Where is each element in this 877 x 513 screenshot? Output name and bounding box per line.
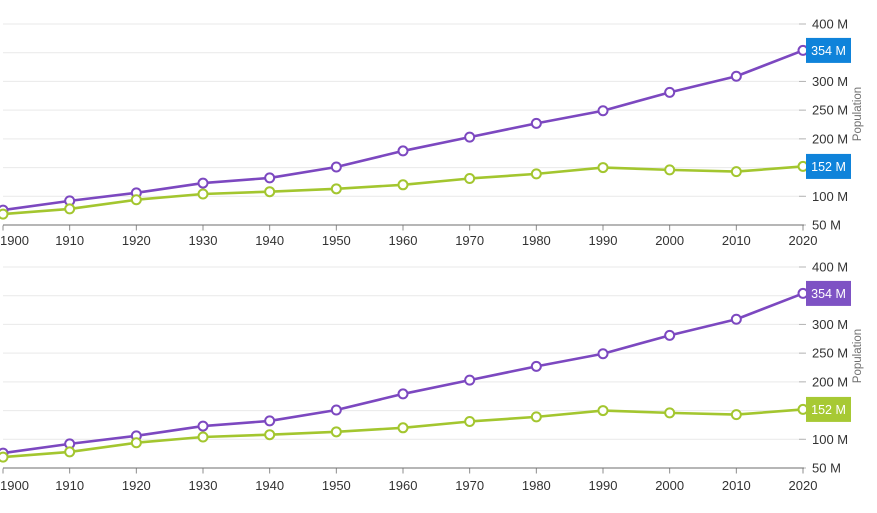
data-point-marker-green[interactable]: [530, 168, 542, 180]
data-point-marker-green[interactable]: [597, 405, 609, 417]
y-tick-label: 50 M: [812, 461, 841, 476]
y-tick-label: 400 M: [812, 260, 848, 275]
data-point-marker-green[interactable]: [397, 179, 409, 191]
x-tick-label: 1900: [0, 478, 29, 493]
data-point-marker-purple[interactable]: [664, 329, 676, 341]
data-point-marker-purple[interactable]: [264, 172, 276, 184]
data-point-marker-green[interactable]: [530, 411, 542, 423]
x-tick-label: 1980: [522, 233, 551, 248]
x-tick-label: 1960: [389, 478, 418, 493]
x-tick-label: 1950: [322, 233, 351, 248]
data-point-marker-purple[interactable]: [464, 374, 476, 386]
x-tick-label: 2010: [722, 233, 751, 248]
last-value-callout-green: [806, 396, 851, 422]
x-tick-label: 2020: [789, 478, 818, 493]
x-tick-label: 1940: [255, 233, 284, 248]
data-point-marker-green[interactable]: [464, 172, 476, 184]
y-tick-label: 200 M: [812, 374, 848, 389]
data-point-marker-purple[interactable]: [597, 348, 609, 360]
data-point-marker-purple[interactable]: [197, 177, 209, 189]
last-value-callout-purple: [806, 37, 851, 63]
population-chart-top[interactable]: 1900 1910 1920 1930 1940 1950 1960 1970 1980 1990…: [0, 0, 877, 255]
last-value-callout-green: [806, 153, 851, 179]
x-tick-label: 2000: [655, 233, 684, 248]
data-point-marker-purple[interactable]: [264, 415, 276, 427]
data-point-marker-green[interactable]: [130, 437, 142, 449]
data-point-marker-green[interactable]: [64, 446, 76, 458]
y-tick-label: 300 M: [812, 74, 848, 89]
data-point-marker-green[interactable]: [730, 166, 742, 178]
y-axis-title: Population: [852, 329, 864, 383]
data-point-marker-purple[interactable]: [330, 404, 342, 416]
x-tick-label: 1960: [389, 233, 418, 248]
y-tick-label: 200 M: [812, 131, 848, 146]
y-tick-label: 250 M: [812, 103, 848, 118]
data-point-marker-green[interactable]: [664, 407, 676, 419]
last-value-callout-label-purple: 354 M: [811, 44, 846, 58]
data-point-marker-green[interactable]: [597, 162, 609, 174]
x-tick-label: 1940: [255, 478, 284, 493]
data-point-marker-green[interactable]: [264, 186, 276, 198]
x-tick-label: 1930: [189, 233, 218, 248]
y-tick-label: 100 M: [812, 432, 848, 447]
y-tick-label: 50 M: [812, 218, 841, 233]
x-tick-label: 1930: [189, 478, 218, 493]
x-tick-label: 1990: [589, 233, 618, 248]
data-point-marker-green[interactable]: [197, 431, 209, 443]
last-value-callout-purple: [806, 280, 851, 306]
data-point-marker-green[interactable]: [0, 451, 9, 463]
population-chart-bottom[interactable]: 1900 1910 1920 1930 1940 1950 1960 1970 1980 1990…: [0, 255, 877, 513]
data-point-marker-purple[interactable]: [330, 161, 342, 173]
data-point-marker-purple[interactable]: [464, 131, 476, 143]
y-axis-title: Population: [852, 87, 864, 141]
data-point-marker-purple[interactable]: [730, 70, 742, 82]
population-chart-top-canvas[interactable]: 1900 1910 1920 1930 1940 1950 1960 1970 1980 1990…: [0, 0, 877, 255]
data-point-marker-green[interactable]: [264, 429, 276, 441]
data-point-marker-green[interactable]: [664, 164, 676, 176]
data-point-marker-green[interactable]: [330, 426, 342, 438]
data-point-marker-green[interactable]: [330, 183, 342, 195]
data-point-marker-green[interactable]: [730, 409, 742, 421]
y-tick-label: 100 M: [812, 189, 848, 204]
data-point-marker-purple[interactable]: [397, 145, 409, 157]
data-point-marker-green[interactable]: [197, 188, 209, 200]
x-tick-label: 1920: [122, 233, 151, 248]
x-tick-label: 1990: [589, 478, 618, 493]
x-tick-label: 2020: [789, 233, 818, 248]
x-tick-label: 1910: [55, 233, 84, 248]
x-tick-label: 1970: [455, 233, 484, 248]
x-tick-label: 1970: [455, 478, 484, 493]
data-point-marker-purple[interactable]: [597, 105, 609, 117]
last-value-callout-label-purple: 354 M: [811, 287, 846, 301]
population-chart-bottom-canvas[interactable]: 1900 1910 1920 1930 1940 1950 1960 1970 1980 1990…: [0, 255, 877, 513]
last-value-callout-label-green: 152 M: [811, 160, 846, 174]
data-point-marker-purple[interactable]: [530, 117, 542, 129]
data-point-marker-green[interactable]: [464, 415, 476, 427]
x-tick-label: 1920: [122, 478, 151, 493]
data-point-marker-purple[interactable]: [664, 86, 676, 98]
x-tick-label: 1900: [0, 233, 29, 248]
data-point-marker-green[interactable]: [397, 422, 409, 434]
data-point-marker-purple[interactable]: [730, 313, 742, 325]
data-point-marker-purple[interactable]: [530, 360, 542, 372]
x-tick-label: 2010: [722, 478, 751, 493]
data-point-marker-green[interactable]: [130, 194, 142, 206]
x-tick-label: 1980: [522, 478, 551, 493]
data-point-marker-purple[interactable]: [197, 420, 209, 432]
x-tick-label: 1910: [55, 478, 84, 493]
x-tick-label: 1950: [322, 478, 351, 493]
y-tick-label: 300 M: [812, 317, 848, 332]
data-point-marker-green[interactable]: [64, 203, 76, 215]
y-tick-label: 250 M: [812, 346, 848, 361]
y-tick-label: 400 M: [812, 17, 848, 32]
x-tick-label: 2000: [655, 478, 684, 493]
last-value-callout-label-green: 152 M: [811, 403, 846, 417]
data-point-marker-purple[interactable]: [397, 388, 409, 400]
data-point-marker-green[interactable]: [0, 208, 9, 220]
